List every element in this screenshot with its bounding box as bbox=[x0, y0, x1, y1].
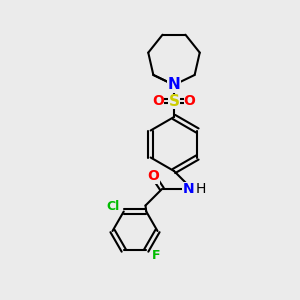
Text: O: O bbox=[184, 94, 196, 108]
Text: Cl: Cl bbox=[106, 200, 119, 213]
Text: O: O bbox=[152, 94, 164, 108]
Text: F: F bbox=[152, 249, 161, 262]
Text: O: O bbox=[148, 169, 160, 183]
Text: N: N bbox=[168, 77, 180, 92]
Text: S: S bbox=[169, 94, 179, 109]
Text: H: H bbox=[195, 182, 206, 196]
Text: N: N bbox=[183, 182, 194, 196]
